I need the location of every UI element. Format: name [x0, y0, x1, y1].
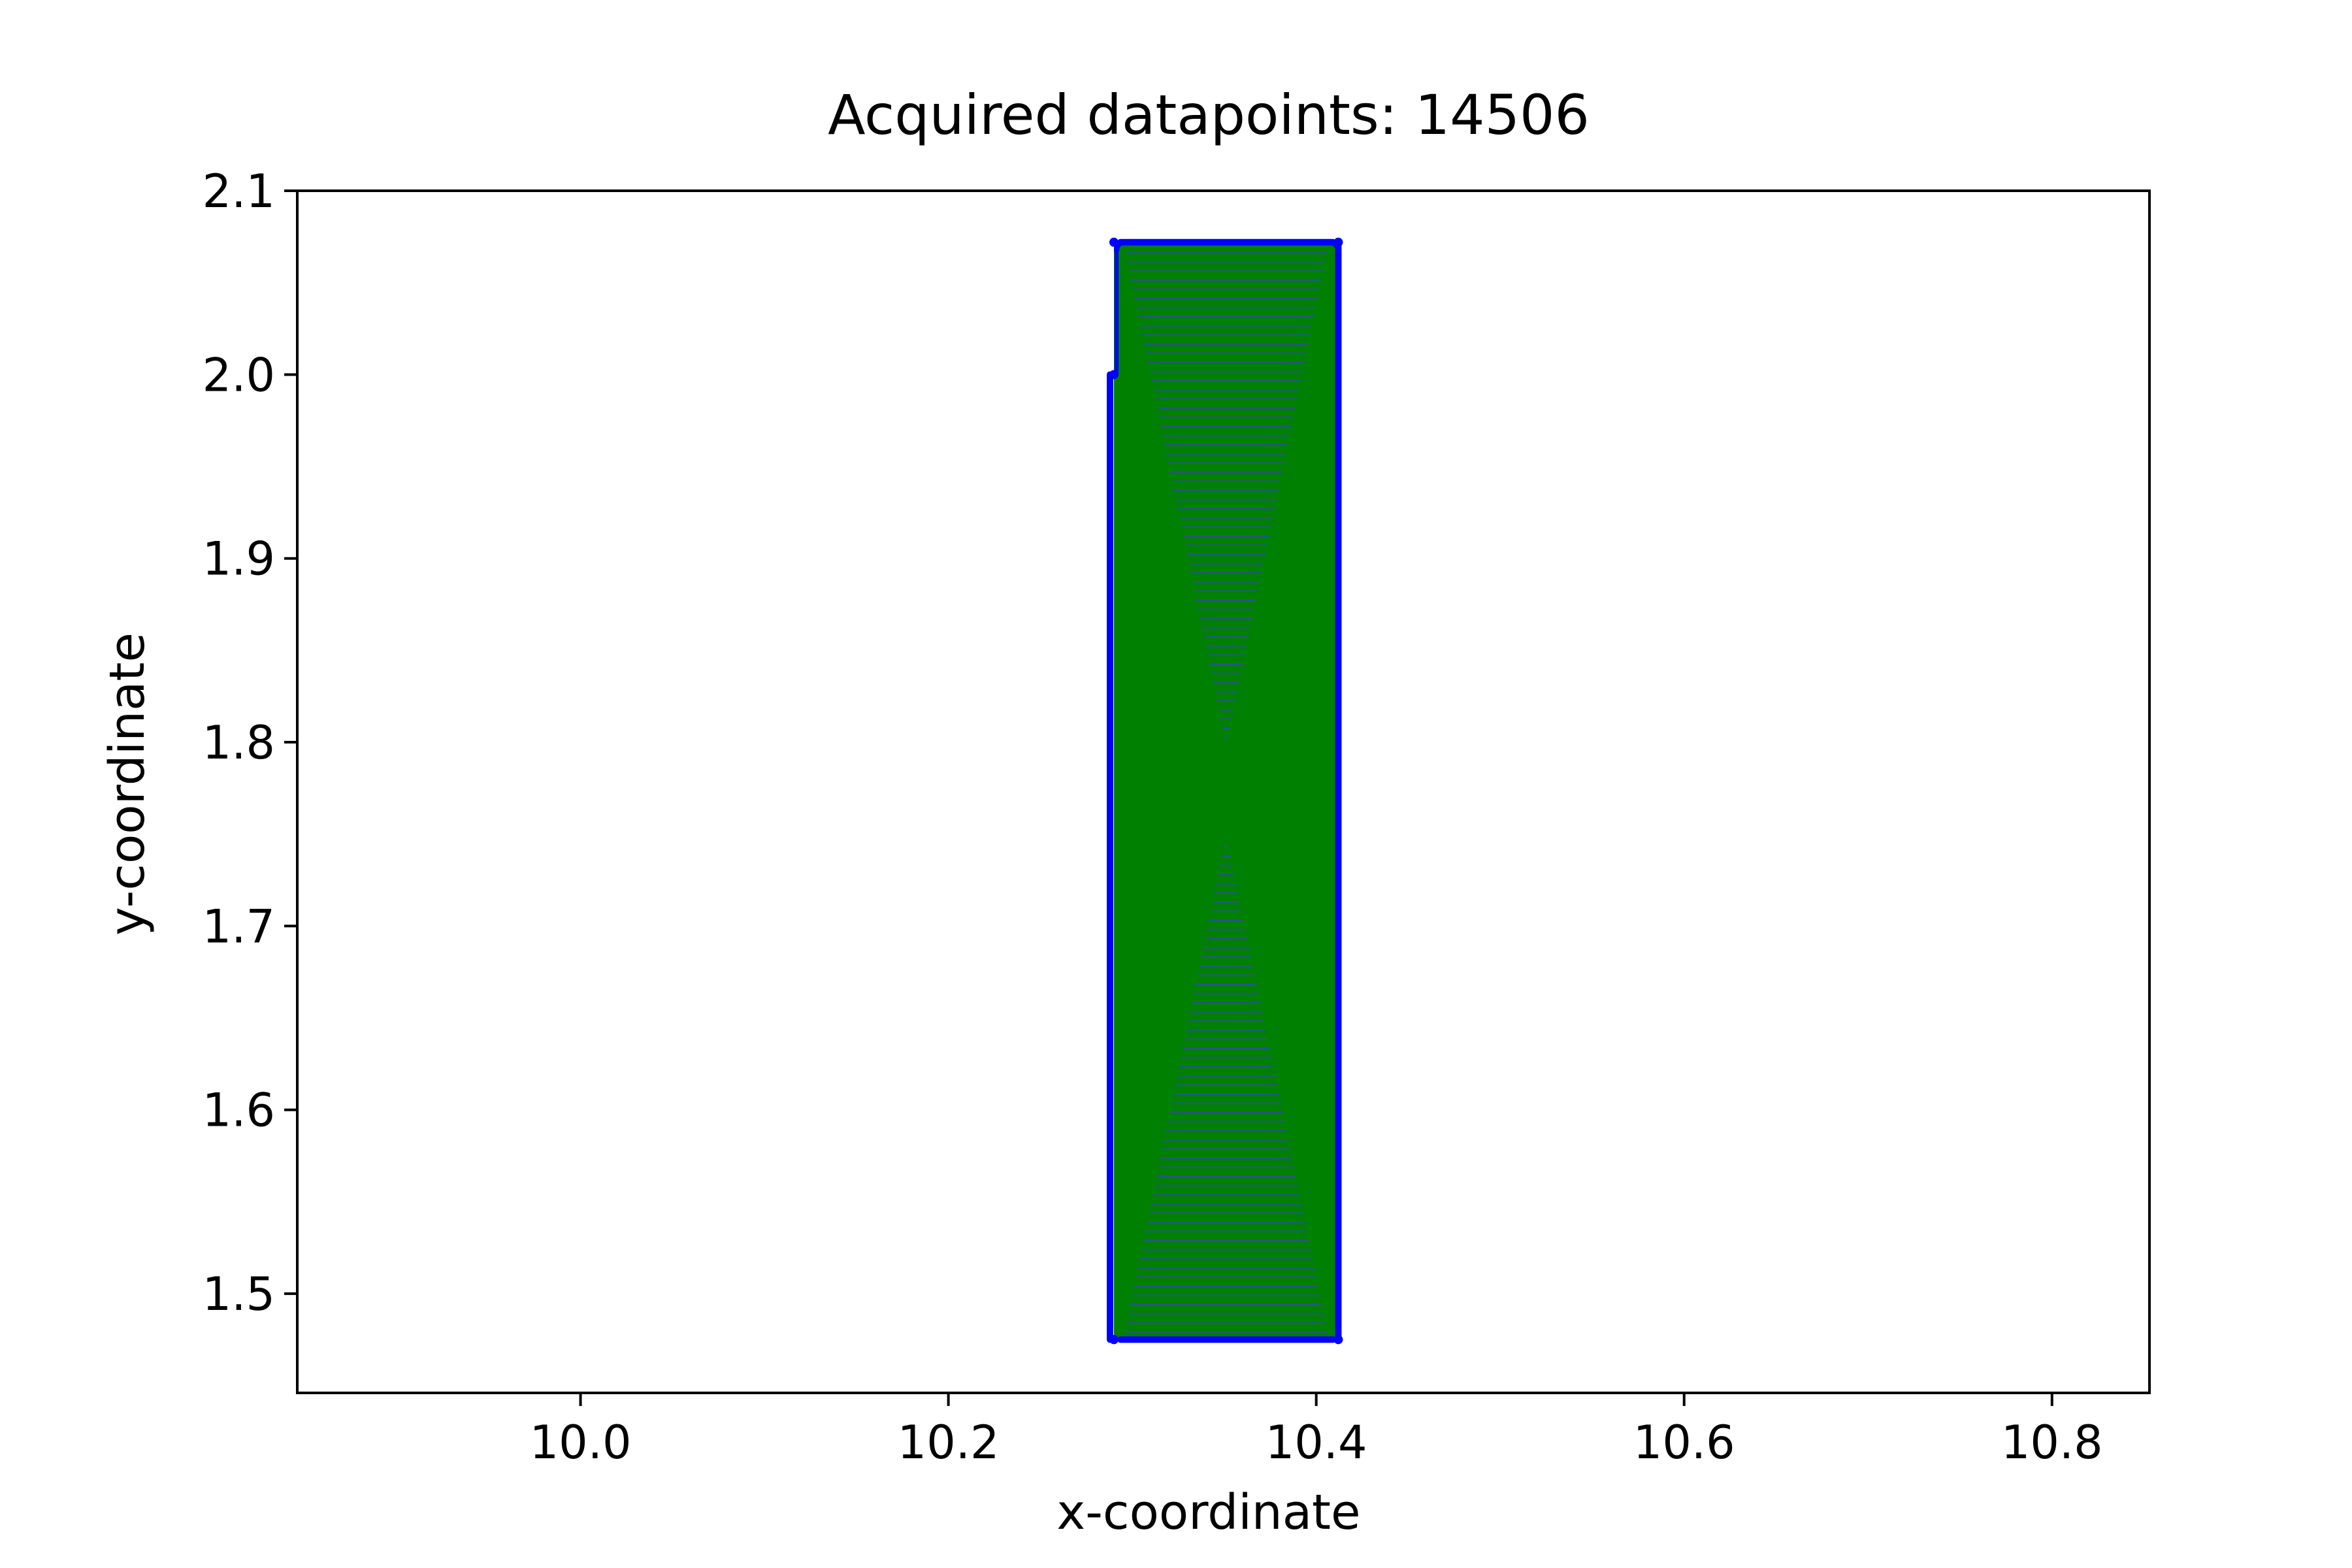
scan-stripes	[1124, 252, 1328, 1333]
y-tick-label: 2.0	[203, 348, 275, 402]
x-tick-label: 10.4	[1266, 1416, 1367, 1469]
y-tick-label: 2.1	[203, 165, 275, 218]
data-point	[1109, 237, 1119, 247]
y-tick-label: 1.7	[203, 900, 275, 953]
x-tick-label: 10.6	[1633, 1416, 1735, 1469]
y-tick-label: 1.5	[203, 1267, 275, 1321]
scan-outline	[1106, 238, 1342, 1343]
y-axis-label: y-coordinate	[99, 632, 155, 936]
data-points	[1109, 237, 1343, 1345]
x-axis: 10.0 10.2 10.4 10.6 10.8	[530, 1393, 2103, 1469]
y-axis: 1.5 1.6 1.7 1.8 1.9 2.0 2.1	[203, 165, 297, 1321]
outline-corner-top-left	[1113, 239, 1126, 252]
y-tick-label: 1.8	[203, 716, 275, 770]
x-axis-label: x-coordinate	[1056, 1484, 1360, 1541]
y-tick-label: 1.9	[203, 532, 275, 586]
x-tick-label: 10.8	[2001, 1416, 2103, 1469]
y-tick-label: 1.6	[203, 1084, 275, 1137]
data-point	[1109, 1335, 1119, 1345]
axes-frame	[296, 189, 2151, 1394]
chart-title: Acquired datapoints: 14506	[828, 83, 1590, 147]
data-point	[1109, 370, 1119, 380]
scan-region-fill	[1113, 242, 1339, 1340]
plot-area	[1106, 237, 1343, 1345]
data-point	[1333, 1335, 1343, 1345]
x-tick-label: 10.2	[898, 1416, 1000, 1469]
data-point	[1333, 237, 1343, 247]
x-tick-label: 10.0	[530, 1416, 632, 1469]
